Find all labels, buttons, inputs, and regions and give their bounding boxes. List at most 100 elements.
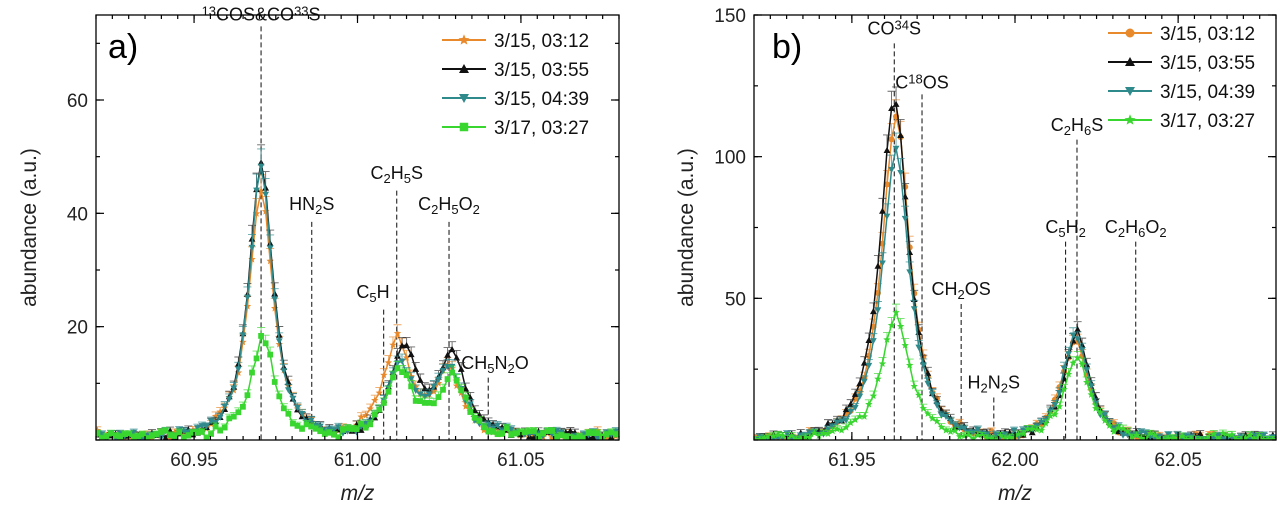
data-point — [778, 431, 787, 439]
data-point — [856, 379, 864, 387]
data-point — [865, 400, 873, 408]
data-point — [1205, 432, 1213, 440]
data-point — [585, 429, 592, 436]
data-point — [928, 391, 936, 398]
data-point — [521, 429, 528, 436]
y-tick-label: 100 — [714, 148, 746, 169]
data-point — [879, 260, 886, 267]
data-point — [856, 393, 864, 400]
annotation-label: C2H5O2 — [418, 194, 480, 217]
data-point — [760, 434, 769, 440]
series-line — [96, 190, 617, 440]
data-point — [612, 431, 619, 438]
data-point — [171, 433, 178, 439]
data-point — [815, 432, 823, 440]
data-point — [490, 428, 496, 435]
data-point — [203, 435, 210, 440]
data-point — [471, 414, 478, 421]
data-point — [846, 419, 855, 427]
data-point — [240, 403, 246, 410]
x-tick-label: 62.05 — [1154, 450, 1202, 471]
data-point — [444, 363, 451, 370]
legend-entry: 3/15, 04:39 — [494, 89, 589, 110]
data-point — [1046, 412, 1055, 420]
data-point — [1142, 430, 1150, 437]
chart-panel-b: CO34S C18OS CH2OS H2N2S C5H2 C2H6S C2H6O2 61.95… — [675, 6, 1277, 505]
data-point — [571, 435, 578, 440]
data-point — [562, 433, 569, 440]
data-point — [901, 215, 909, 223]
legend: 3/15, 03:12 3/15, 03:55 3/15, 04:39 3/17, 0… — [442, 31, 589, 139]
data-point — [869, 392, 878, 400]
data-point — [403, 372, 410, 379]
data-point — [380, 371, 388, 379]
data-point — [851, 405, 859, 412]
data-point — [271, 296, 279, 303]
data-point — [366, 404, 374, 412]
data-point — [1060, 385, 1068, 393]
data-point — [888, 136, 895, 143]
data-point — [467, 409, 474, 415]
legend-marker — [1125, 28, 1135, 38]
data-point — [280, 405, 287, 412]
data-point — [983, 433, 991, 440]
legend-marker — [1124, 114, 1136, 125]
data-point — [942, 413, 950, 420]
data-point — [412, 365, 420, 372]
data-point — [887, 321, 896, 329]
data-point — [879, 207, 886, 214]
data-point — [284, 387, 292, 394]
data-point — [170, 428, 179, 436]
data-point — [416, 391, 424, 398]
data-point — [189, 429, 196, 436]
data-point — [203, 423, 210, 430]
data-point — [1083, 367, 1091, 374]
x-tick-label: 61.00 — [334, 450, 382, 471]
data-point — [1028, 424, 1036, 433]
data-point — [526, 428, 533, 435]
legend-marker — [1125, 57, 1135, 66]
data-point — [874, 262, 882, 269]
data-point — [117, 433, 123, 440]
data-point — [380, 400, 387, 406]
data-point — [216, 407, 224, 416]
panel-label: a) — [108, 28, 138, 66]
data-point — [824, 426, 832, 433]
data-point — [358, 420, 365, 427]
data-point — [211, 412, 220, 420]
data-point — [239, 332, 247, 339]
data-point — [896, 322, 905, 330]
data-point — [883, 213, 891, 220]
data-point — [608, 429, 615, 436]
data-point — [1101, 416, 1109, 424]
data-point — [960, 431, 968, 440]
data-point — [1037, 426, 1046, 434]
data-point — [1074, 336, 1082, 343]
data-point — [1092, 404, 1100, 412]
data-point — [139, 431, 146, 438]
data-point — [289, 395, 297, 402]
data-point — [1178, 432, 1186, 440]
data-point — [865, 336, 873, 344]
data-point — [942, 426, 950, 434]
data-point — [221, 424, 228, 431]
data-point — [594, 430, 601, 437]
legend-entry: 3/17, 03:27 — [1160, 111, 1255, 132]
data-point — [878, 359, 887, 367]
data-point — [1169, 433, 1177, 440]
data-point — [503, 425, 510, 432]
legend-marker — [459, 64, 469, 73]
data-point — [1037, 419, 1045, 426]
data-point — [888, 104, 895, 112]
data-point — [130, 434, 137, 440]
data-point — [494, 431, 501, 438]
x-tick-label: 60.95 — [170, 450, 218, 471]
data-point — [294, 404, 301, 412]
data-point — [398, 342, 406, 349]
data-point — [239, 338, 247, 346]
data-point — [458, 387, 465, 394]
data-point — [1241, 434, 1250, 440]
data-point — [439, 368, 447, 375]
data-point — [349, 426, 355, 432]
data-point — [1174, 431, 1181, 439]
